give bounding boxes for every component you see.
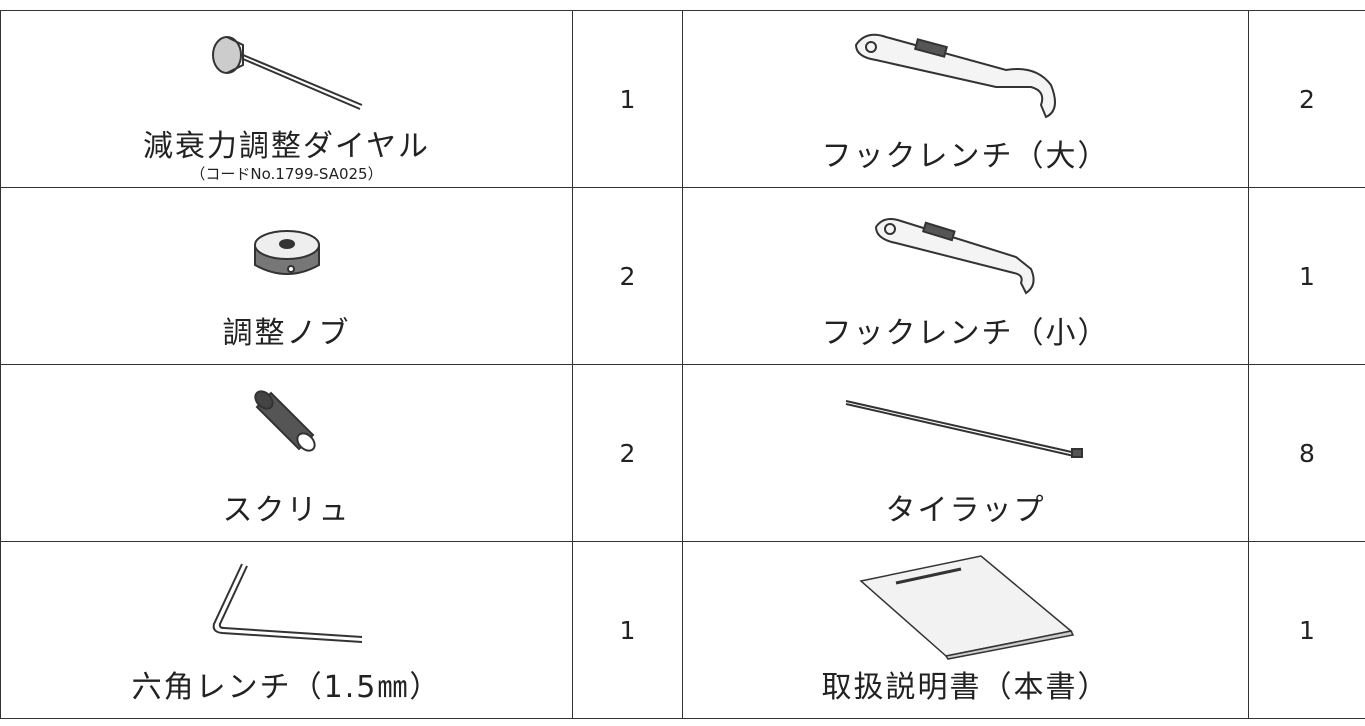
item-qty: 2 — [572, 187, 683, 365]
item-name: 調整ノブ — [222, 316, 351, 351]
accessories-table: 減衰力調整ダイヤル （コードNo.1799-SA025） 1 フックレンチ（大）… — [0, 10, 1365, 719]
table-row: スクリュ 2 タイラップ 8 — [0, 364, 1365, 542]
screw-icon — [253, 390, 316, 452]
item-qty: 2 — [572, 364, 683, 542]
table-row: 調整ノブ 2 フックレンチ（小） 1 — [0, 187, 1365, 365]
item-note: （コードNo.1799-SA025） — [190, 165, 383, 183]
item-qty: 1 — [572, 541, 683, 719]
item-cell: フックレンチ（小） — [682, 187, 1249, 365]
dial-icon — [211, 36, 362, 110]
hook-wrench-small-icon — [874, 218, 1035, 295]
cable-tie-icon — [845, 400, 1083, 458]
hook-wrench-large-icon — [854, 33, 1056, 119]
manual-icon — [858, 555, 1074, 660]
item-qty: 2 — [1248, 10, 1365, 188]
item-name: タイラップ — [885, 493, 1046, 528]
knob-icon — [253, 230, 320, 275]
item-qty: 8 — [1248, 364, 1365, 542]
item-cell: 減衰力調整ダイヤル （コードNo.1799-SA025） — [0, 10, 573, 188]
table-row: 減衰力調整ダイヤル （コードNo.1799-SA025） 1 フックレンチ（大）… — [0, 10, 1365, 188]
item-cell: フックレンチ（大） — [682, 10, 1249, 188]
item-cell: 調整ノブ — [0, 187, 573, 365]
item-cell: タイラップ — [682, 364, 1249, 542]
item-cell: 取扱説明書（本書） — [682, 541, 1249, 719]
item-qty: 1 — [572, 10, 683, 188]
item-name: 六角レンチ（1.5㎜） — [131, 670, 442, 705]
item-qty: 1 — [1248, 541, 1365, 719]
item-name: 取扱説明書（本書） — [821, 670, 1110, 705]
item-name: スクリュ — [222, 493, 351, 528]
item-name: フックレンチ（大） — [821, 139, 1110, 174]
item-cell: 六角レンチ（1.5㎜） — [0, 541, 573, 719]
item-name: フックレンチ（小） — [821, 316, 1110, 351]
table-row: 六角レンチ（1.5㎜） 1 取扱説明書（本書） 1 — [0, 541, 1365, 719]
hex-wrench-icon — [212, 563, 362, 643]
item-qty: 1 — [1248, 187, 1365, 365]
item-name: 減衰力調整ダイヤル — [142, 129, 431, 164]
item-cell: スクリュ — [0, 364, 573, 542]
